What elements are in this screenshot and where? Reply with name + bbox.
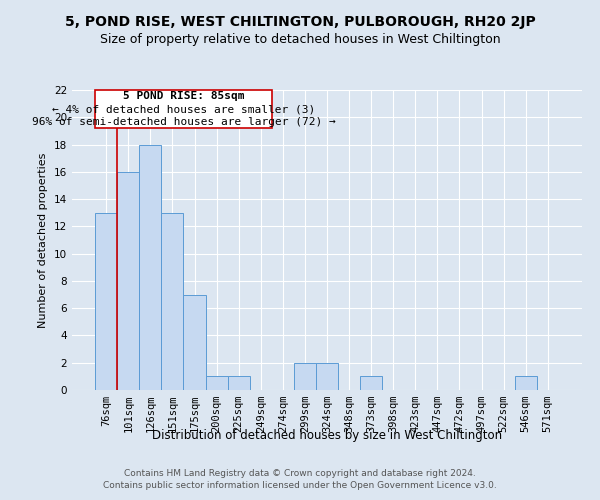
Bar: [139, 144, 161, 390]
Bar: [294, 362, 316, 390]
Text: 5 POND RISE: 85sqm: 5 POND RISE: 85sqm: [123, 92, 244, 102]
Bar: [515, 376, 537, 390]
Text: Distribution of detached houses by size in West Chiltington: Distribution of detached houses by size …: [152, 428, 502, 442]
Bar: [360, 376, 382, 390]
Text: Contains HM Land Registry data © Crown copyright and database right 2024.: Contains HM Land Registry data © Crown c…: [124, 468, 476, 477]
FancyBboxPatch shape: [95, 90, 272, 128]
Bar: [316, 362, 338, 390]
Bar: [206, 376, 227, 390]
Text: 5, POND RISE, WEST CHILTINGTON, PULBOROUGH, RH20 2JP: 5, POND RISE, WEST CHILTINGTON, PULBOROU…: [65, 15, 535, 29]
Bar: [95, 212, 117, 390]
Bar: [161, 212, 184, 390]
Bar: [117, 172, 139, 390]
Bar: [184, 294, 206, 390]
Text: 96% of semi-detached houses are larger (72) →: 96% of semi-detached houses are larger (…: [32, 116, 335, 126]
Y-axis label: Number of detached properties: Number of detached properties: [38, 152, 49, 328]
Bar: [227, 376, 250, 390]
Text: ← 4% of detached houses are smaller (3): ← 4% of detached houses are smaller (3): [52, 104, 315, 114]
Text: Contains public sector information licensed under the Open Government Licence v3: Contains public sector information licen…: [103, 481, 497, 490]
Text: Size of property relative to detached houses in West Chiltington: Size of property relative to detached ho…: [100, 32, 500, 46]
